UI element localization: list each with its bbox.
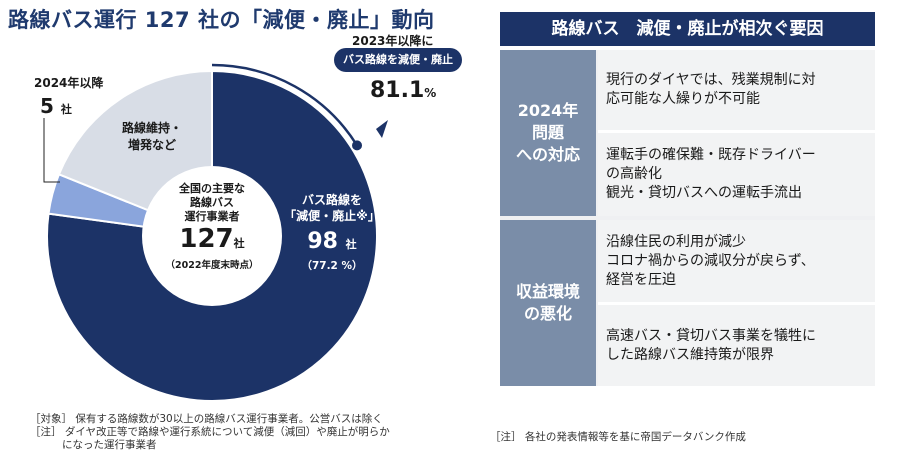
footnote-note-2: になった運行事業者 — [62, 439, 157, 451]
section-label-revenue: 収益環境 の悪化 — [500, 220, 596, 386]
reason-item-3: 沿線住民の利用が減少 コロナ禍からの減収分が戻らず、 経営を圧迫 — [598, 220, 875, 302]
page-title: 路線バス運行 127 社の「減便・廃止」動向 — [8, 8, 435, 32]
maintain-line-2: 増発など — [127, 138, 176, 152]
reduce-line-2: 「減便・廃止※」 — [284, 209, 380, 223]
since2023-label: 2023年以降に — [352, 34, 434, 48]
panel-title: 路線バス 減便・廃止が相次ぐ要因 — [500, 12, 875, 46]
maintain-slice-label: 路線維持・ 増発など — [112, 120, 192, 154]
section-label-2024: 2024年 問題 への対応 — [500, 50, 596, 216]
since2023-arc — [211, 63, 359, 147]
right-footnote: ［注］ 各社の発表情報等を基に帝国データバンク作成 — [490, 431, 746, 443]
footnote-note-1: ［注］ ダイヤ改正等で路線や運行系統について減便（減回）や廃止が明らか — [30, 426, 390, 438]
reduce-slice-label: バス路線を 「減便・廃止※」 98 社 （77.2 %） — [282, 192, 382, 273]
since2023-pointer — [376, 120, 388, 138]
reason-item-2: 運転手の確保難・既存ドライバー の高齢化 観光・貸切バスへの運転手流出 — [598, 133, 875, 216]
after2024-value: 5 — [40, 94, 54, 118]
total-label: 全国の主要な 路線バス 運行事業者 127社 （2022年度末時点） — [150, 182, 274, 272]
item-divider — [598, 130, 875, 133]
after2024-value-wrap: 5 社 — [40, 94, 72, 118]
maintain-line-1: 路線維持・ — [121, 121, 182, 135]
total-value-wrap: 127社 — [150, 224, 274, 259]
total-note: （2022年度末時点） — [165, 260, 259, 271]
since2023-pill: バス路線を減便・廃止 — [334, 48, 462, 72]
reduce-line-1: バス路線を — [301, 193, 362, 207]
total-line-1: 全国の主要な — [179, 182, 245, 195]
footnote-target: ［対象］ 保有する路線数が30以上の路線バス運行事業者。公営バスは除く — [30, 413, 383, 425]
since2023-value: 81.1 — [370, 78, 425, 103]
total-value: 127 — [179, 224, 234, 254]
total-line-3: 運行事業者 — [184, 210, 240, 223]
reason-item-1: 現行のダイヤでは、残業規制に対 応可能な人繰りが不可能 — [598, 50, 875, 130]
item-divider — [598, 302, 875, 305]
total-unit: 社 — [233, 237, 245, 250]
after2024-label: 2024年以降 — [34, 76, 104, 90]
reduce-value: 98 — [307, 229, 338, 254]
donut-hole — [142, 166, 282, 306]
reduce-value-wrap: 98 社 — [282, 228, 382, 259]
reduce-percent: （77.2 %） — [301, 260, 363, 272]
since2023-unit: % — [424, 86, 437, 100]
reduce-unit: 社 — [345, 238, 357, 251]
left-footnotes: ［対象］ 保有する路線数が30以上の路線バス運行事業者。公営バスは除く ［注］ … — [30, 413, 390, 452]
total-line-2: 路線バス — [190, 196, 234, 209]
reason-item-4: 高速バス・貸切バス事業を犠牲に した路線バス維持策が限界 — [598, 305, 875, 386]
since2023-arc-end-dot — [352, 140, 363, 151]
slice-reduce — [46, 69, 378, 402]
after2024-unit: 社 — [60, 103, 72, 116]
after2024-leader-line — [43, 118, 60, 183]
since2023-value-wrap: 81.1% — [370, 78, 436, 103]
